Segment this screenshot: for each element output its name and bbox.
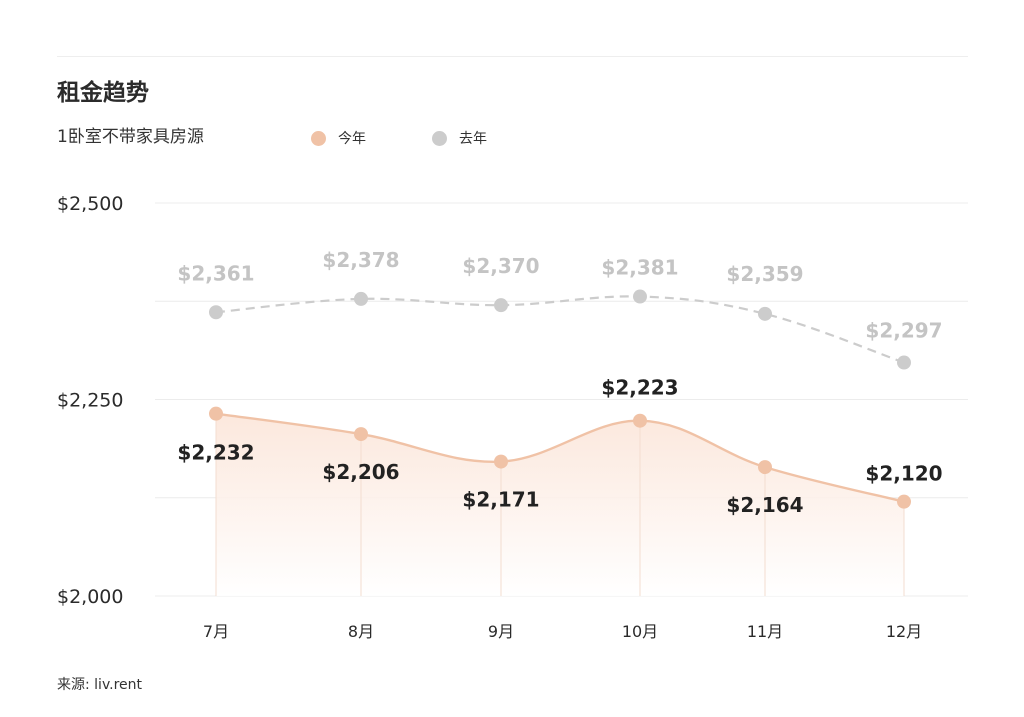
current-data-point	[494, 454, 508, 469]
legend-swatch-current	[311, 130, 326, 146]
x-tick-label: 10月	[622, 622, 658, 641]
current-data-label: $2,164	[726, 493, 803, 517]
top-divider	[57, 56, 968, 57]
current-series-line	[215, 412, 905, 503]
previous-data-point	[897, 355, 911, 370]
current-data-label: $2,206	[322, 460, 399, 484]
previous-data-point	[494, 298, 508, 313]
previous-data-point	[209, 305, 223, 320]
legend-swatch-previous	[432, 130, 447, 146]
y-tick-label: $2,250	[57, 390, 123, 412]
current-data-label: $2,171	[462, 488, 539, 512]
legend-label-current: 今年	[338, 131, 366, 147]
y-tick-label: $2,000	[57, 586, 123, 608]
previous-data-label: $2,361	[177, 261, 254, 285]
previous-data-label: $2,381	[601, 256, 678, 280]
previous-data-point	[633, 289, 647, 304]
current-data-point	[633, 413, 647, 428]
legend-label-previous: 去年	[459, 131, 487, 147]
legend-item-current: 今年	[311, 128, 366, 148]
x-tick-label: 9月	[488, 622, 514, 641]
x-tick-label: 7月	[203, 622, 229, 641]
previous-data-label: $2,370	[462, 254, 539, 278]
legend-item-previous: 去年	[432, 128, 487, 148]
previous-data-point	[758, 306, 772, 321]
current-data-point	[209, 406, 223, 421]
previous-data-label: $2,378	[322, 248, 399, 272]
previous-data-label: $2,297	[865, 319, 942, 343]
source-note: 来源: liv.rent	[57, 677, 143, 693]
previous-series-line	[215, 295, 905, 364]
y-tick-label: $2,500	[57, 193, 123, 215]
chart-subtitle: 1卧室不带家具房源	[57, 127, 204, 147]
current-data-label: $2,120	[865, 462, 942, 486]
current-data-point	[758, 460, 772, 475]
previous-data-label: $2,359	[726, 262, 803, 286]
current-data-point	[897, 494, 911, 509]
current-data-point	[354, 427, 368, 442]
current-series-area	[216, 413, 904, 596]
x-tick-label: 11月	[747, 622, 783, 641]
previous-data-point	[354, 291, 368, 306]
current-data-label: $2,223	[601, 376, 678, 400]
chart-title: 租金趋势	[57, 80, 149, 106]
x-tick-label: 8月	[348, 622, 374, 641]
x-tick-label: 12月	[886, 622, 922, 641]
current-data-label: $2,232	[177, 441, 254, 465]
